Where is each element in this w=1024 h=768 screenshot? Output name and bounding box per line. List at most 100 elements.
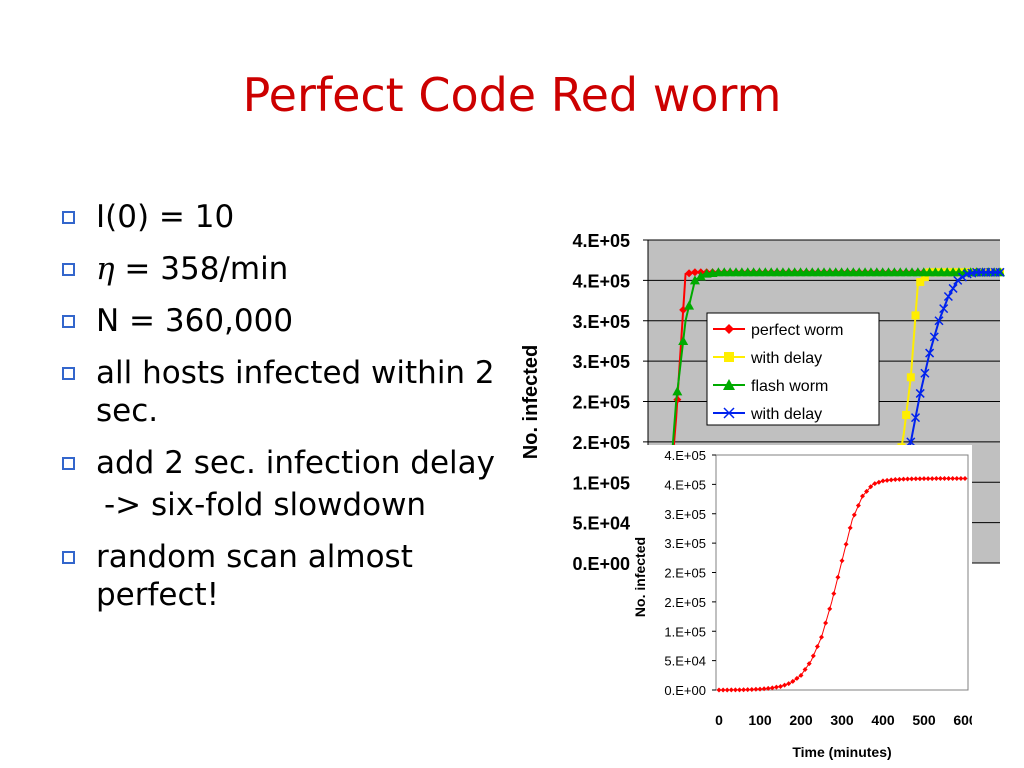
data-point xyxy=(765,685,771,691)
y-tick-label: 2.E+05 xyxy=(572,393,630,413)
y-tick-label: 2.E+05 xyxy=(664,595,706,610)
bullet-text: random scan almost perfect! xyxy=(96,539,413,613)
data-point xyxy=(794,675,800,681)
data-point xyxy=(810,653,816,659)
data-point xyxy=(745,687,751,693)
data-point xyxy=(901,476,906,482)
data-point xyxy=(769,685,775,691)
data-point xyxy=(909,476,915,482)
data-point xyxy=(913,476,919,482)
data-point xyxy=(957,272,967,282)
data-point xyxy=(911,311,920,320)
data-point xyxy=(925,476,931,482)
data-point xyxy=(823,620,829,626)
data-point xyxy=(929,332,939,342)
data-point xyxy=(939,304,949,314)
legend-label: perfect worm xyxy=(751,322,843,339)
data-point xyxy=(695,271,706,281)
bullet-square-icon xyxy=(62,551,75,564)
data-point xyxy=(902,410,911,419)
data-point xyxy=(876,479,882,485)
bullet-text: add 2 sec. infection delay xyxy=(96,445,495,481)
legend-marker xyxy=(724,324,734,334)
data-point xyxy=(920,368,930,378)
x-tick-label: 200 xyxy=(789,712,813,728)
y-tick-label: 1.E+05 xyxy=(664,624,706,639)
data-point xyxy=(860,493,865,499)
y-tick-label: 4.E+05 xyxy=(664,477,706,492)
data-point xyxy=(690,268,699,277)
bullet-list: I(0) = 10 η = 358/min N = 360,000 all ho… xyxy=(60,198,500,628)
data-point xyxy=(689,275,700,285)
data-point xyxy=(929,476,935,482)
data-point xyxy=(685,269,694,278)
data-point xyxy=(678,335,689,345)
data-point xyxy=(937,476,943,482)
data-point xyxy=(933,476,939,482)
data-point xyxy=(835,574,841,580)
y-tick-label: 2.E+05 xyxy=(572,433,630,453)
y-tick-label: 4.E+05 xyxy=(664,448,706,463)
data-point xyxy=(888,477,894,483)
y-tick-label: 4.E+05 xyxy=(572,271,630,291)
inset-chart: 0.E+00 5.E+04 1.E+05 2.E+05 2.E+05 3.E+05 3.E+… xyxy=(630,445,972,765)
y-tick-label: 3.E+05 xyxy=(664,507,706,522)
data-point xyxy=(806,661,812,667)
data-point xyxy=(868,484,874,490)
legend-label: flash worm xyxy=(751,378,828,395)
bullet-text: N = 360,000 xyxy=(96,303,294,339)
data-point xyxy=(798,672,804,678)
data-point xyxy=(916,277,925,286)
x-tick-label: 500 xyxy=(912,712,936,728)
bullet-n: N = 360,000 xyxy=(60,302,500,340)
y-tick-label: 2.E+05 xyxy=(664,566,706,581)
data-point xyxy=(855,503,861,509)
y-axis-label: No. infected xyxy=(632,537,648,617)
data-point xyxy=(962,476,968,481)
data-point xyxy=(847,525,853,531)
data-point xyxy=(946,476,952,481)
legend-marker xyxy=(723,407,735,419)
y-tick-label: 5.E+04 xyxy=(664,654,706,669)
legend-marker xyxy=(723,379,735,390)
data-point xyxy=(672,386,683,396)
slide-title: Perfect Code Red worm xyxy=(242,68,782,122)
data-point xyxy=(917,476,923,482)
data-point xyxy=(741,687,747,693)
bullet-eta: η = 358/min xyxy=(60,250,500,288)
data-point xyxy=(953,275,963,285)
legend-marker xyxy=(724,352,734,362)
bullet-square-icon xyxy=(62,263,75,276)
y-tick-label: 3.E+05 xyxy=(572,352,630,372)
bullet-delay: add 2 sec. infection delay xyxy=(60,444,500,482)
data-point xyxy=(716,687,722,693)
data-point xyxy=(778,683,783,689)
data-point xyxy=(915,388,925,398)
data-point xyxy=(819,634,824,640)
bullet-subline: -> six-fold slowdown xyxy=(104,487,427,523)
data-point xyxy=(950,476,956,481)
y-tick-label: 4.E+05 xyxy=(572,231,630,251)
data-point xyxy=(892,477,898,483)
data-point xyxy=(802,666,808,672)
data-point xyxy=(720,687,726,693)
bullet-square-icon xyxy=(62,315,75,328)
data-point xyxy=(761,686,767,692)
data-point xyxy=(773,684,779,690)
data-point xyxy=(921,476,927,482)
x-tick-label: 400 xyxy=(871,712,895,728)
data-point xyxy=(790,678,796,684)
x-axis-label: Time (minutes) xyxy=(792,744,891,760)
data-point xyxy=(958,476,964,481)
data-point xyxy=(910,413,921,423)
data-point xyxy=(737,687,742,693)
data-point xyxy=(839,558,845,564)
y-axis-label: No. infected xyxy=(520,345,542,459)
y-tick-label: 1.E+05 xyxy=(572,473,630,493)
data-point xyxy=(753,686,759,692)
data-point xyxy=(864,488,870,494)
legend-box xyxy=(706,312,880,426)
x-tick-label: 100 xyxy=(748,712,772,728)
bullet-initial: I(0) = 10 xyxy=(60,198,500,236)
data-point xyxy=(884,477,890,483)
